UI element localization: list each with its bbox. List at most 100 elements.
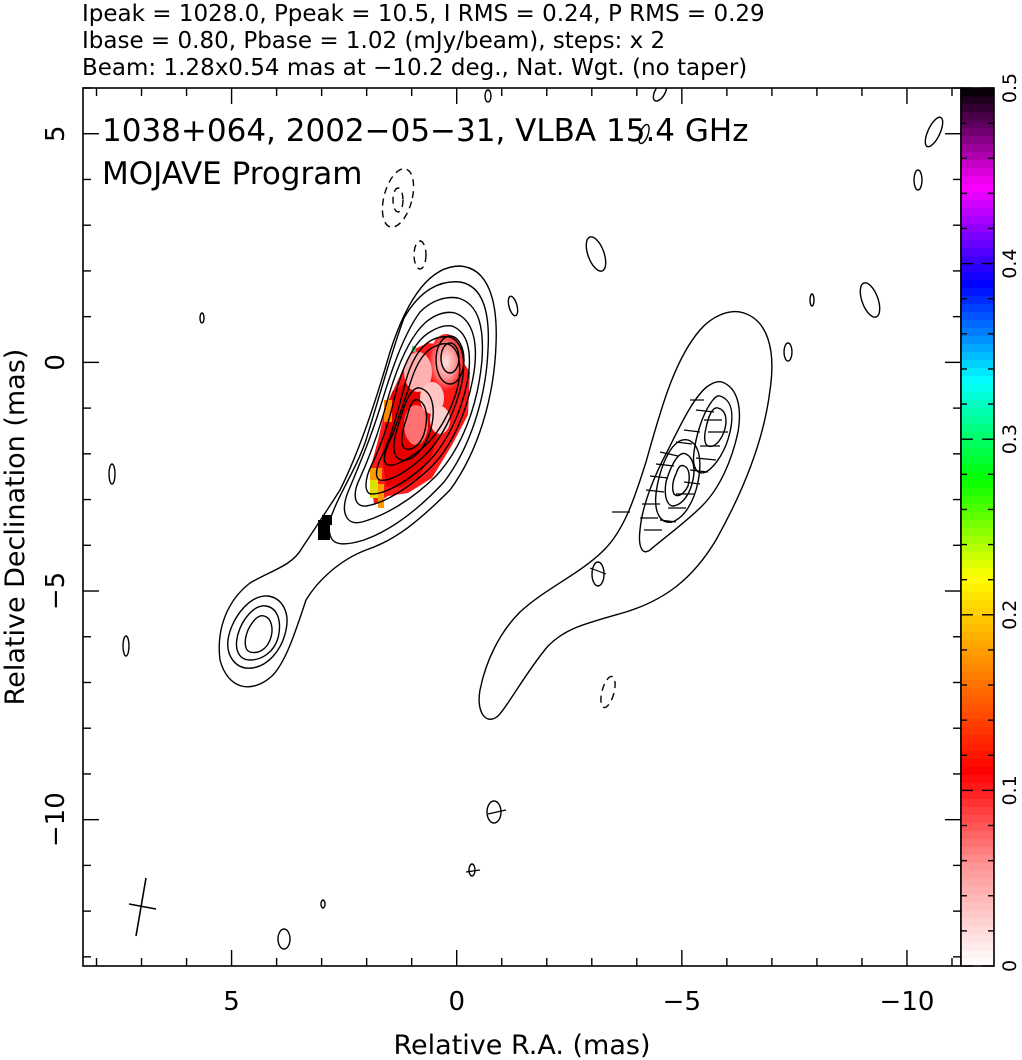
x-tick-label: 5 (223, 987, 240, 1017)
colorbar-band (961, 231, 994, 241)
colorbar-band (961, 958, 994, 967)
colorbar-band (961, 654, 994, 664)
colorbar-band (961, 88, 994, 97)
colorbar-band (961, 870, 994, 879)
colorbar-band (961, 718, 994, 728)
colorbar-tick-label: 0 (999, 960, 1021, 972)
colorbar-band (961, 111, 994, 121)
colorbar-band (961, 782, 994, 791)
colorbar-band (961, 950, 994, 959)
colorbar-band (961, 311, 994, 321)
colorbar-band (961, 143, 994, 153)
y-tick-label: 5 (41, 125, 71, 142)
colorbar-band (961, 854, 994, 863)
colorbar-band (961, 223, 994, 233)
colorbar-band (961, 942, 994, 951)
colorbar-tick-label: 0.3 (999, 424, 1021, 454)
evpa-vectors (465, 399, 728, 873)
colorbar-band (961, 103, 994, 113)
colorbar-band (961, 423, 994, 432)
colorbar-band (961, 175, 994, 185)
colorbar-band (961, 638, 994, 648)
colorbar-band (961, 183, 994, 193)
colorbar-band (961, 479, 994, 488)
y-tick-label: −5 (41, 572, 71, 610)
colorbar-band (961, 159, 994, 169)
colorbar-band (961, 127, 994, 137)
colorbar-band (961, 918, 994, 927)
colorbar-band (961, 151, 994, 161)
colorbar-band (961, 239, 994, 249)
polarized-intensity-contours (478, 310, 773, 720)
x-tick-label: 0 (448, 987, 465, 1017)
total-intensity-contours (108, 88, 944, 950)
colorbar-band (961, 758, 994, 768)
negative-contours (381, 168, 616, 709)
colorbar-band (961, 550, 994, 560)
colorbar-band (961, 471, 994, 480)
colorbar-band (961, 327, 994, 337)
colorbar-band (961, 271, 994, 281)
colorbar-band (961, 287, 994, 297)
colorbar-band (961, 167, 994, 177)
colorbar-band (961, 439, 994, 448)
colorbar-band (961, 319, 994, 329)
colorbar-band (961, 822, 994, 831)
header-line-1: Ipeak = 1028.0, Ppeak = 10.5, I RMS = 0.… (82, 1, 765, 27)
colorbar-band (961, 830, 994, 839)
colorbar-band (961, 582, 994, 592)
colorbar-band (961, 702, 994, 712)
colorbar-tick-labels: 0 0.1 0.2 0.3 0.4 0.5 (999, 73, 1021, 972)
x-axis-label: Relative R.A. (mas) (394, 1030, 651, 1060)
x-axis-tick-labels: 5 0 −5 −10 (223, 987, 934, 1017)
colorbar-band (961, 902, 994, 911)
colorbar-band (961, 519, 994, 528)
header-line-2: Ibase = 0.80, Pbase = 1.02 (mJy/beam), s… (82, 28, 665, 54)
colorbar-band (961, 622, 994, 632)
colorbar-band (961, 383, 994, 392)
colorbar-tick-label: 0.2 (999, 600, 1021, 630)
colorbar-band (961, 878, 994, 887)
map-panel: 5 0 −5 −10 5 0 −5 −10 1038+064, 2002−05−31, VL… (41, 87, 962, 1017)
colorbar-band (961, 255, 994, 265)
colorbar-band (961, 399, 994, 408)
colorbar-band (961, 646, 994, 656)
colorbar-band (961, 527, 994, 536)
colorbar-band (961, 662, 994, 672)
y-tick-label: 0 (41, 354, 71, 371)
colorbar-band (961, 95, 994, 105)
colorbar-band (961, 694, 994, 704)
colorbar-band (961, 670, 994, 680)
colorbar-band (961, 606, 994, 616)
colorbar-tick-label: 0.5 (999, 73, 1021, 103)
source-label: 1038+064, 2002−05−31, VLBA 15.4 GHz (102, 113, 748, 149)
colorbar-band (961, 335, 994, 345)
x-axis-ticks (95, 88, 953, 966)
colorbar-band (961, 742, 994, 752)
colorbar-band (961, 542, 994, 552)
colorbar-band (961, 367, 994, 376)
colorbar-band (961, 487, 994, 496)
colorbar-band (961, 574, 994, 584)
colorbar-band (961, 191, 994, 201)
colorbar-band (961, 910, 994, 919)
colorbar-band (961, 375, 994, 384)
colorbar-band (961, 391, 994, 400)
colorbar-band (961, 630, 994, 640)
colorbar-tick-label: 0.1 (999, 775, 1021, 805)
colorbar-band (961, 726, 994, 736)
colorbar-band (961, 774, 994, 784)
y-tick-label: −10 (41, 792, 71, 847)
colorbar-band (961, 215, 994, 225)
colorbar-band (961, 558, 994, 568)
colorbar-band (961, 207, 994, 217)
colorbar-band (961, 710, 994, 720)
colorbar-band (961, 590, 994, 600)
x-tick-label: −10 (880, 987, 935, 1017)
colorbar-band (961, 119, 994, 129)
colorbar-band (961, 295, 994, 305)
colorbar-band (961, 135, 994, 145)
colorbar-band (961, 534, 994, 544)
colorbar-band (961, 838, 994, 847)
colorbar-band (961, 814, 994, 823)
